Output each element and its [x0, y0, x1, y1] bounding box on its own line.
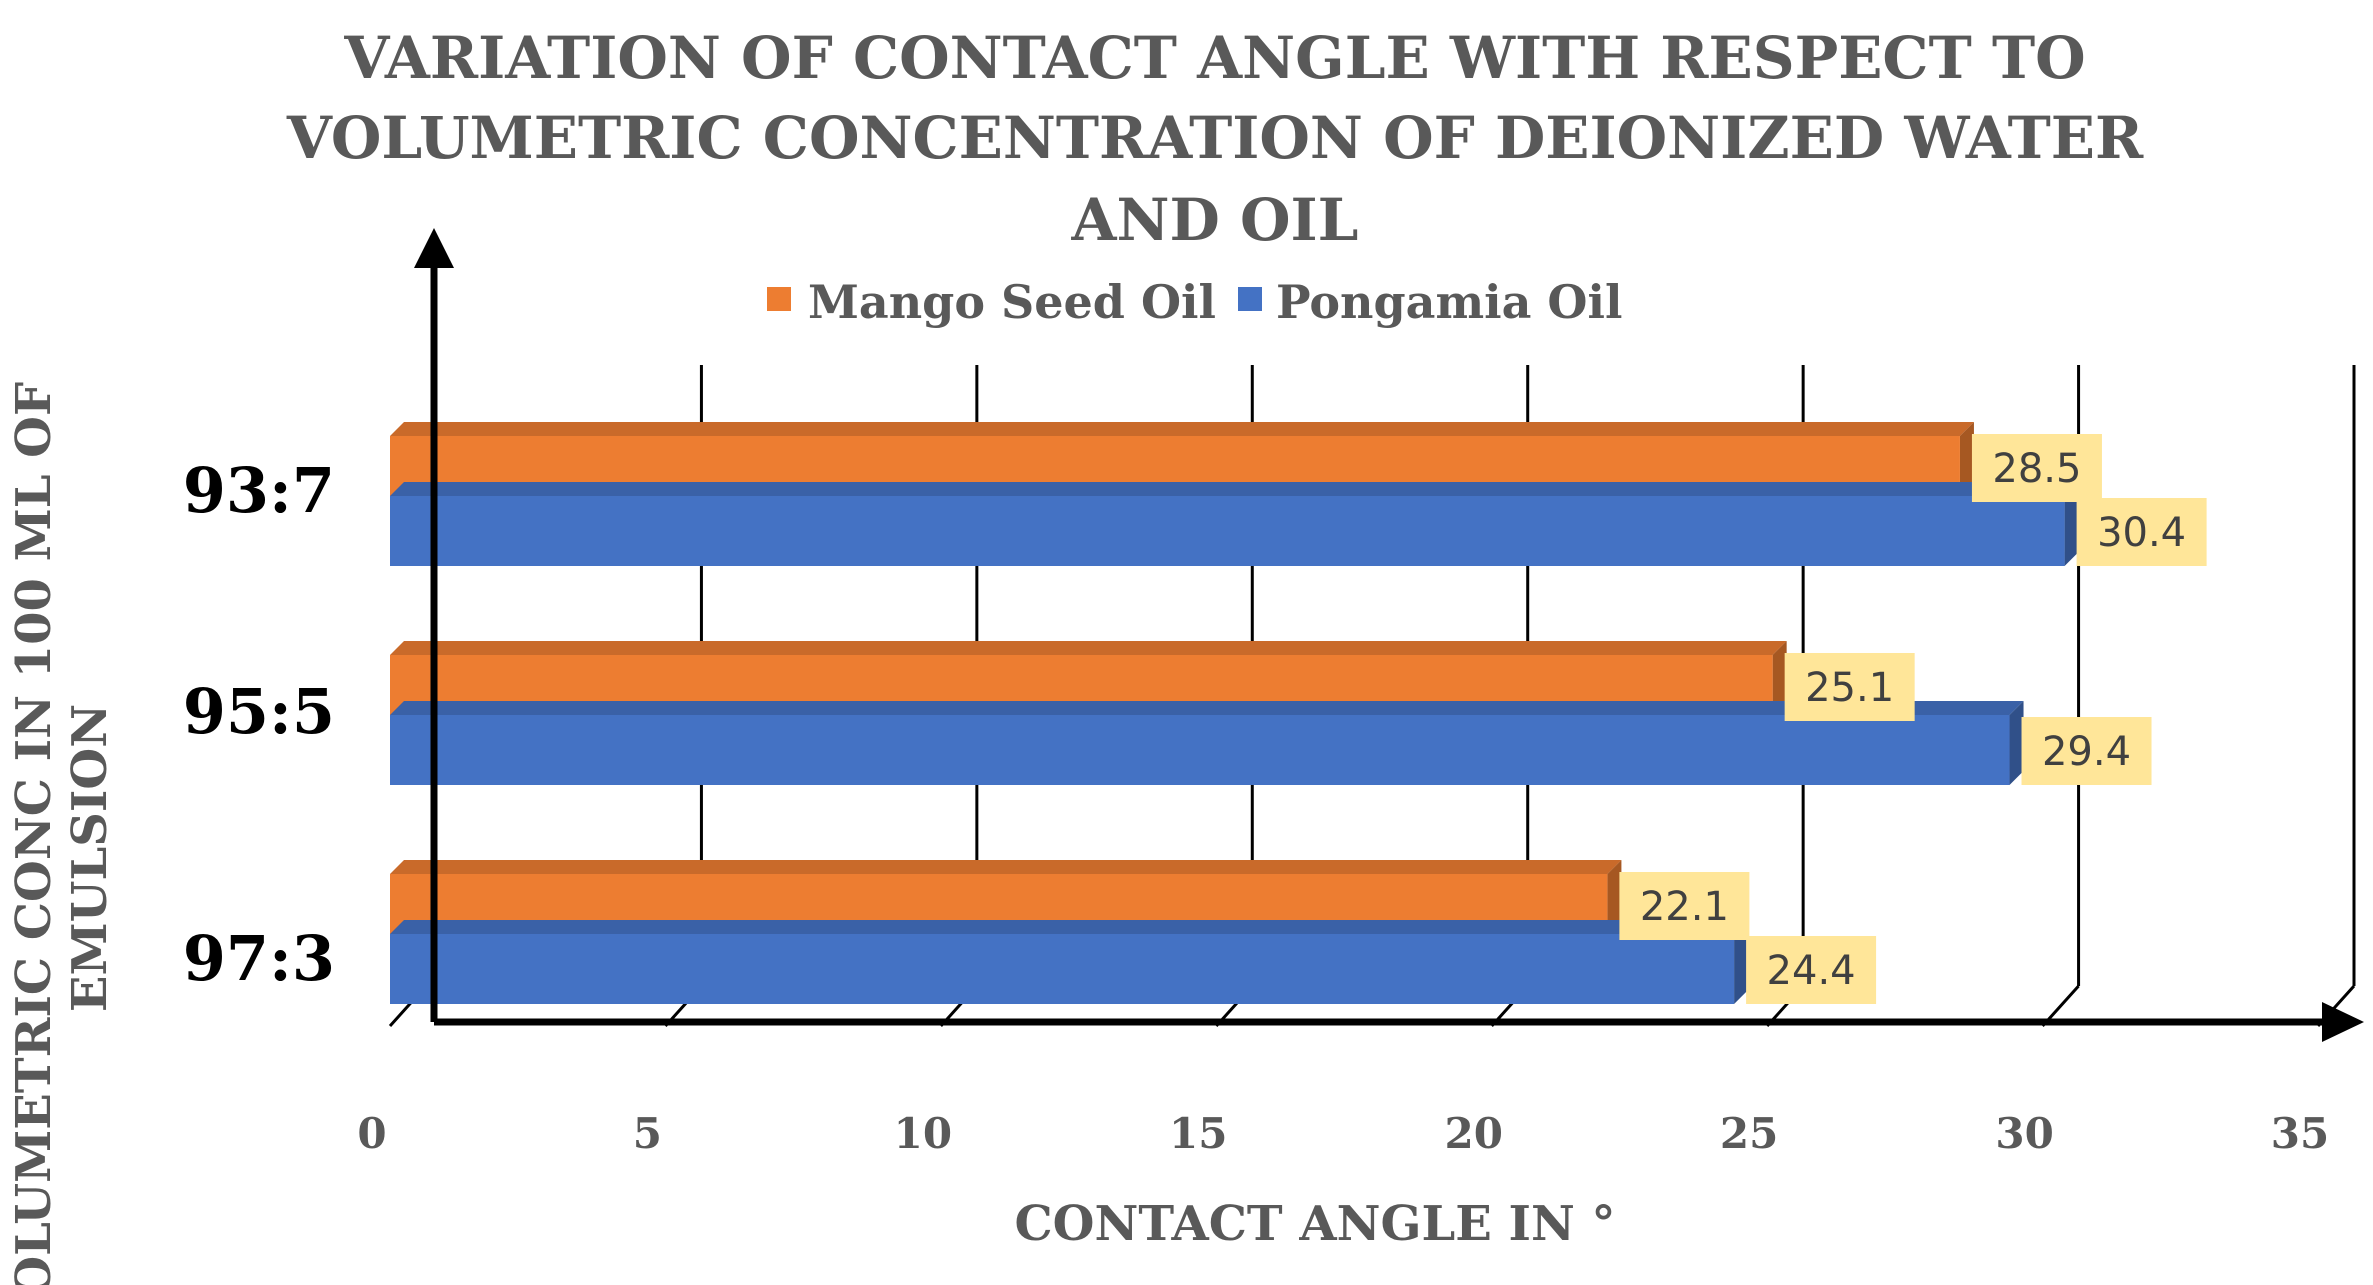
y-tick-93-7: 93:7 — [183, 454, 335, 527]
svg-text:25.1: 25.1 — [1805, 665, 1894, 711]
y-axis-label: VOLUMETRIC CONC IN 100 ML OF EMULSION — [6, 382, 118, 1285]
y-axis-arrowhead — [414, 228, 454, 268]
x-tick-30: 30 — [1995, 1109, 2053, 1158]
x-axis-arrowhead — [2322, 1002, 2364, 1042]
legend-swatch-pongamia — [1238, 287, 1262, 311]
svg-text:29.4: 29.4 — [2042, 729, 2131, 775]
data-labels: 22.1 24.4 25.1 29.4 28.5 30.4 — [1619, 434, 2207, 1004]
bars — [390, 422, 2079, 1004]
chart-title-line-1: VARIATION OF CONTACT ANGLE WITH RESPECT … — [343, 24, 2085, 92]
legend-swatch-mango — [767, 287, 791, 311]
y-tick-95-5: 95:5 — [183, 675, 335, 748]
data-label-pongamia-oil-93-7: 30.4 — [2076, 498, 2207, 566]
bar-pongamia-oil-97-3 — [390, 920, 1749, 1004]
chart-title: VARIATION OF CONTACT ANGLE WITH RESPECT … — [286, 24, 2144, 254]
chart-title-line-2: VOLUMETRIC CONCENTRATION OF DEIONIZED WA… — [286, 104, 2144, 172]
chart-title-line-3: AND OIL — [1071, 186, 1359, 254]
x-tick-15: 15 — [1169, 1109, 1227, 1158]
x-tick-35: 35 — [2271, 1109, 2329, 1158]
svg-text:30.4: 30.4 — [2097, 510, 2186, 556]
x-tick-0: 0 — [357, 1109, 386, 1158]
data-label-mango-seed-oil-93-7: 28.5 — [1971, 434, 2102, 502]
y-axis-label-line-1: VOLUMETRIC CONC IN 100 ML OF — [6, 382, 62, 1285]
x-tick-25: 25 — [1720, 1109, 1778, 1158]
legend-label-mango: Mango Seed Oil — [808, 275, 1216, 329]
x-tick-5: 5 — [633, 1109, 662, 1158]
legend-label-pongamia: Pongamia Oil — [1276, 275, 1622, 329]
y-axis-label-line-2: EMULSION — [62, 704, 118, 1012]
x-tick-labels: 0 5 10 15 20 25 30 35 — [357, 1109, 2329, 1158]
data-label-mango-seed-oil-97-3: 22.1 — [1619, 872, 1750, 940]
x-tick-20: 20 — [1444, 1109, 1502, 1158]
data-label-pongamia-oil-95-5: 29.4 — [2021, 717, 2152, 785]
data-label-mango-seed-oil-95-5: 25.1 — [1784, 653, 1915, 721]
y-tick-labels: 97:3 95:5 93:7 — [183, 454, 335, 995]
bar-pongamia-oil-93-7 — [390, 482, 2079, 566]
svg-text:24.4: 24.4 — [1767, 948, 1856, 994]
axes — [414, 228, 2364, 1042]
data-label-pongamia-oil-97-3: 24.4 — [1746, 936, 1877, 1004]
x-tick-10: 10 — [894, 1109, 952, 1158]
x-axis-label: CONTACT ANGLE IN ° — [1014, 1196, 1615, 1252]
bar-pongamia-oil-95-5 — [390, 701, 2024, 785]
svg-text:28.5: 28.5 — [1992, 446, 2081, 492]
legend: Mango Seed Oil Pongamia Oil — [767, 275, 1622, 329]
svg-text:22.1: 22.1 — [1640, 884, 1729, 930]
y-tick-97-3: 97:3 — [183, 922, 335, 995]
